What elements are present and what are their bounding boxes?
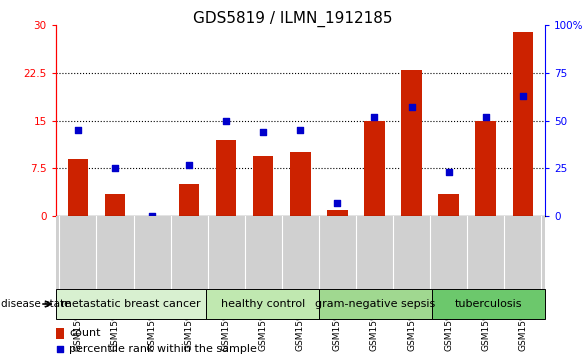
Bar [68, 159, 88, 216]
Bar [319, 289, 432, 319]
Text: count: count [69, 329, 101, 338]
Point [333, 200, 342, 205]
Point [110, 166, 120, 171]
Bar [438, 194, 459, 216]
Point [258, 129, 268, 135]
Text: tuberculosis: tuberculosis [455, 299, 522, 309]
Text: percentile rank within the sample: percentile rank within the sample [69, 344, 257, 354]
Bar [206, 289, 319, 319]
Point [444, 169, 454, 175]
Bar [475, 121, 496, 216]
Bar [327, 209, 347, 216]
Point [185, 162, 194, 167]
Text: gram-negative sepsis: gram-negative sepsis [315, 299, 436, 309]
Point [296, 127, 305, 133]
Bar [253, 156, 274, 216]
Bar [290, 152, 311, 216]
Bar [105, 194, 125, 216]
Bar [179, 184, 199, 216]
Bar [432, 289, 545, 319]
Point [407, 105, 416, 110]
Point [55, 346, 64, 352]
Bar [513, 32, 533, 216]
Bar [216, 140, 236, 216]
Point [73, 127, 83, 133]
Point [370, 114, 379, 120]
Point [481, 114, 490, 120]
Text: healthy control: healthy control [220, 299, 305, 309]
Point [147, 213, 156, 219]
Bar [401, 70, 422, 216]
Text: metastatic breast cancer: metastatic breast cancer [61, 299, 201, 309]
Text: GDS5819 / ILMN_1912185: GDS5819 / ILMN_1912185 [193, 11, 393, 27]
Point [222, 118, 231, 123]
Text: disease state: disease state [1, 299, 70, 309]
Bar [56, 289, 206, 319]
Point [518, 93, 527, 99]
Bar [364, 121, 384, 216]
Bar [56, 327, 64, 339]
